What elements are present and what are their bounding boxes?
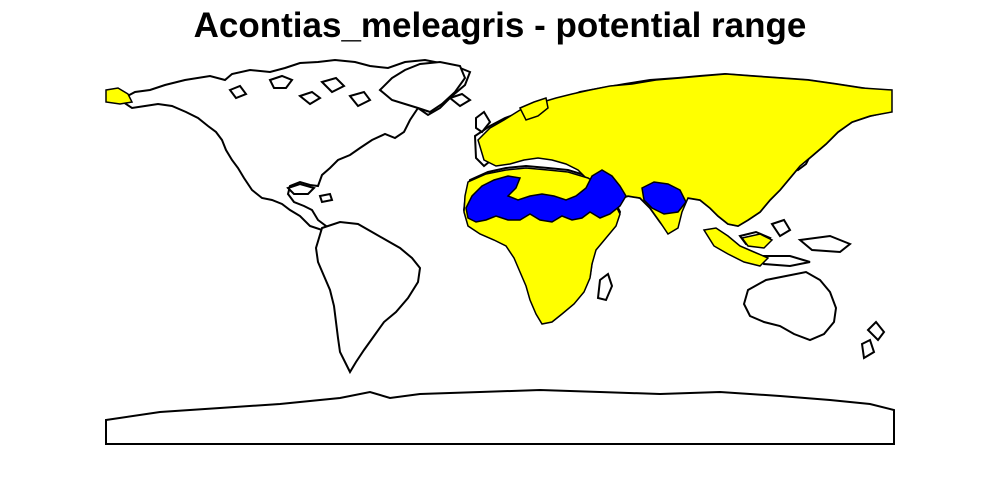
- antarctica-landmass: [105, 388, 895, 445]
- south-america-landmass: [314, 220, 422, 375]
- core-range-layer: [465, 169, 687, 223]
- madagascar-landmass: [596, 272, 614, 302]
- greenland-landmass: [378, 60, 467, 114]
- north-america-landmass: [118, 58, 472, 232]
- core-range-middle-east: [641, 181, 687, 215]
- potential-range-southeast-asia: [702, 227, 774, 267]
- australia-landmass: [742, 270, 838, 342]
- british-isles: [447, 92, 492, 134]
- core-range-north-africa: [465, 169, 627, 223]
- arctic-islands: [228, 74, 372, 108]
- potential-range-scandinavia: [518, 97, 549, 121]
- map-title: Acontias_meleagris - potential range: [193, 6, 807, 45]
- new-zealand-islands: [860, 320, 886, 360]
- potential-range-alaska: [105, 87, 134, 105]
- caribbean-islands: [286, 182, 334, 204]
